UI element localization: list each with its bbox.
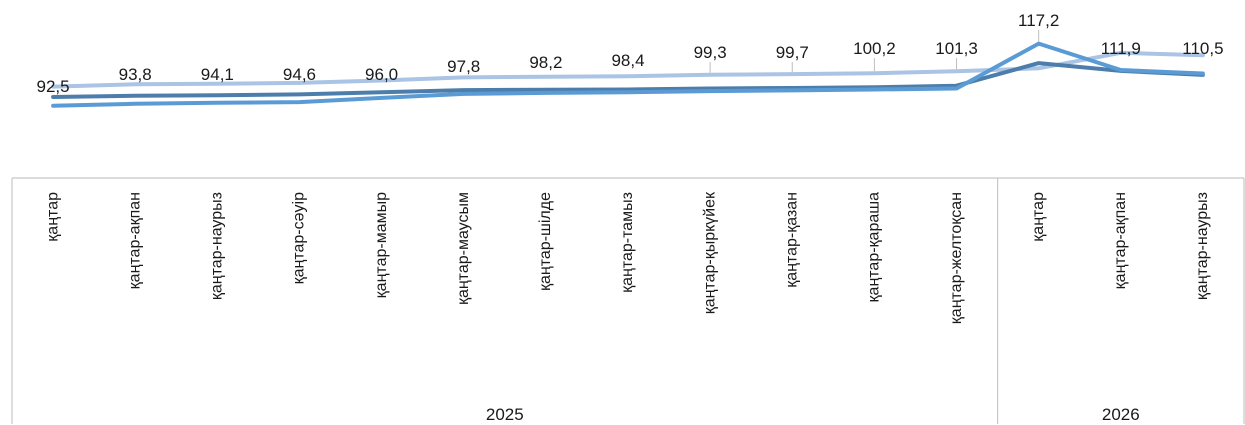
data-label: 99,3 [694, 43, 727, 62]
data-label: 92,5 [37, 77, 70, 96]
x-tick-label: қаңтар [1030, 192, 1047, 242]
x-tick-label: қаңтар [44, 192, 61, 242]
data-label: 94,1 [201, 65, 234, 84]
x-tick-label: қаңтар-қыркүйек [701, 191, 718, 314]
data-label: 110,5 [1182, 39, 1223, 58]
data-label: 101,3 [935, 39, 978, 58]
x-tick-label: қаңтар-желтоқсан [948, 192, 965, 324]
data-label: 97,8 [447, 57, 480, 76]
data-label: 94,6 [283, 65, 316, 84]
data-label: 100,2 [853, 39, 896, 58]
x-tick-label: қаңтар-наурыз [1194, 192, 1211, 300]
x-tick-label: қаңтар-қазан [783, 192, 800, 288]
data-label: 117,2 [1018, 11, 1059, 30]
x-tick-label: қаңтар-ақпан [1112, 192, 1129, 289]
x-tick-label: қаңтар-шілде [537, 192, 554, 291]
data-label: 98,4 [611, 51, 644, 70]
x-tick-label: қаңтар-сәуір [291, 192, 308, 284]
group-label: 2025 [486, 405, 524, 424]
x-tick-label: қаңтар-ақпан [126, 192, 143, 289]
x-tick-label: қаңтар-қараша [866, 192, 883, 303]
x-tick-label: қаңтар-маусым [455, 192, 472, 305]
axis-layer: қаңтар қаңтар-ақпан қаңтар-наурыз қаңтар-сә… [11, 177, 1245, 424]
data-label: 99,7 [776, 43, 809, 62]
x-tick-label: қаңтар-мамыр [373, 192, 390, 298]
data-label-layer: 92,5 93,8 94,1 94,6 96,0 97,8 98,2 98,4 99,3 99,7… [37, 11, 1224, 96]
data-label: 98,2 [529, 53, 562, 72]
group-label: 2026 [1102, 405, 1140, 424]
x-tick-label: қаңтар-тамыз [619, 192, 636, 293]
data-label: 111,9 [1101, 39, 1141, 58]
x-tick-label: қаңтар-наурыз [209, 192, 226, 300]
series-layer [51, 41, 1205, 108]
data-label: 93,8 [119, 65, 152, 84]
data-label: 96,0 [365, 65, 398, 84]
